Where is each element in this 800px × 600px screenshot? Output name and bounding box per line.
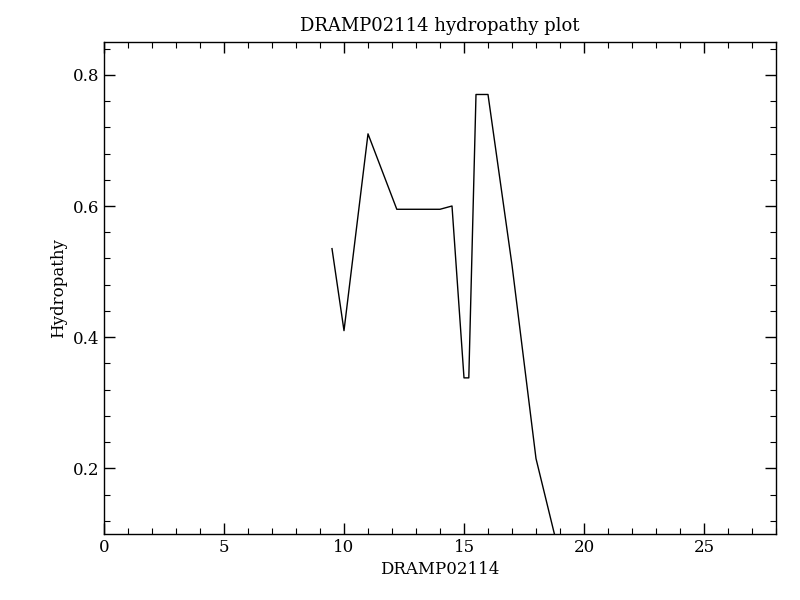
Y-axis label: Hydropathy: Hydropathy (50, 238, 67, 338)
Title: DRAMP02114 hydropathy plot: DRAMP02114 hydropathy plot (300, 17, 580, 35)
X-axis label: DRAMP02114: DRAMP02114 (380, 562, 500, 578)
